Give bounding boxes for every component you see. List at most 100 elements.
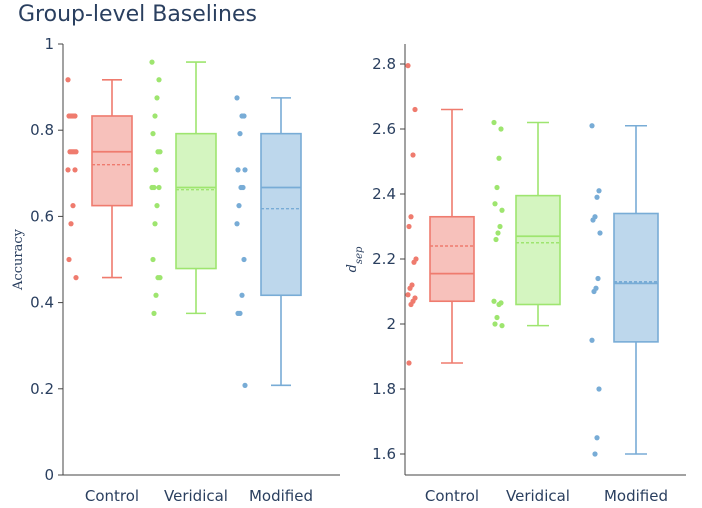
dsep-ytick-label: 1.6 — [372, 445, 396, 463]
accuracy-ytick-label: 0.6 — [30, 207, 54, 225]
accuracy-modified-point — [237, 131, 243, 137]
accuracy-veridical-point — [149, 184, 155, 191]
accuracy-control-point — [70, 203, 76, 209]
dsep-control-point — [408, 214, 414, 220]
dsep-control-point — [406, 360, 412, 366]
accuracy-axis-title: Accuracy — [11, 228, 26, 291]
accuracy-veridical-point — [150, 131, 156, 137]
dsep-modified-point — [589, 123, 595, 129]
accuracy-veridical-point — [153, 292, 159, 298]
dsep-veridical-point — [492, 201, 498, 207]
accuracy-ytick-label: 0.2 — [30, 380, 54, 398]
dsep-control-point — [408, 301, 414, 308]
dsep-veridical-point — [492, 321, 498, 327]
dsep-veridical-point — [499, 323, 505, 329]
dsep-veridical-point — [493, 236, 499, 243]
dsep-modified-point — [596, 386, 602, 392]
dsep-xtick-modified: Modified — [604, 487, 668, 505]
dsep-veridical-point — [495, 230, 501, 236]
accuracy-modified-point — [242, 382, 248, 388]
accuracy-modified-point — [235, 167, 241, 173]
accuracy-ytick-label: 1 — [44, 35, 54, 53]
dsep-modified-point — [590, 217, 596, 223]
dsep-veridical-box — [515, 194, 561, 306]
accuracy-veridical-point — [153, 167, 159, 173]
dsep-modified-point — [594, 435, 600, 441]
chart-title: Group-level Baselines — [18, 2, 257, 27]
dsep-veridical-point — [496, 301, 502, 308]
dsep-ytick-label: 2.6 — [372, 120, 396, 138]
dsep-ytick-label: 2 — [386, 315, 396, 333]
accuracy-control-point — [68, 221, 74, 227]
accuracy-control-point — [65, 77, 71, 83]
dsep-veridical-point — [494, 314, 500, 321]
accuracy-veridical-point — [156, 184, 162, 191]
dsep-control-point — [405, 63, 411, 69]
dsep-control-box — [429, 215, 475, 303]
accuracy-control-box — [91, 115, 133, 207]
accuracy-veridical-point — [155, 275, 161, 281]
accuracy-modified-point — [242, 167, 248, 173]
accuracy-veridical-point — [154, 203, 160, 209]
accuracy-modified-point — [239, 292, 245, 298]
dsep-modified-point — [597, 230, 603, 236]
dsep-veridical-point — [497, 223, 503, 230]
accuracy-veridical-point — [156, 77, 162, 83]
accuracy-modified-point — [241, 256, 247, 263]
accuracy-modified-point — [236, 203, 242, 209]
dsep-veridical-point — [498, 126, 504, 132]
accuracy-modified-box — [260, 132, 302, 297]
accuracy-control-point — [65, 167, 71, 173]
dsep-ytick-label: 2.4 — [372, 185, 396, 203]
dsep-veridical-point — [499, 207, 505, 213]
accuracy-veridical-point — [151, 310, 157, 316]
accuracy-modified-point — [238, 184, 244, 191]
accuracy-control-point — [66, 256, 72, 263]
dsep-control-point — [405, 292, 411, 298]
accuracy-control-point — [72, 167, 78, 173]
dsep-control-point — [407, 285, 413, 291]
accuracy-veridical-point — [152, 221, 158, 227]
dsep-control-point — [406, 223, 412, 230]
dsep-ytick-label: 2.8 — [372, 55, 396, 73]
dsep-veridical-point — [491, 119, 497, 126]
accuracy-veridical-point — [150, 256, 156, 263]
accuracy-modified-point — [235, 310, 241, 316]
dsep-ytick-label: 2.2 — [372, 250, 396, 268]
dsep-modified-point — [596, 188, 602, 194]
dsep-veridical-point — [494, 184, 500, 191]
accuracy-xtick-control: Control — [85, 487, 139, 505]
accuracy-ytick-label: 0 — [44, 466, 54, 484]
dsep-control-point — [411, 259, 417, 265]
accuracy-modified-point — [234, 95, 240, 101]
accuracy-control-point — [67, 149, 73, 155]
accuracy-control-point — [66, 113, 72, 119]
accuracy-veridical-point — [152, 113, 158, 119]
dsep-veridical-point — [491, 298, 497, 304]
dsep-modified-point — [589, 337, 595, 343]
dsep-modified-box — [613, 212, 659, 343]
dsep-veridical-point — [496, 155, 502, 161]
accuracy-ytick-label: 0.4 — [30, 294, 54, 312]
dsep-modified-point — [591, 288, 597, 295]
accuracy-xtick-modified: Modified — [249, 487, 313, 505]
dsep-xtick-control: Control — [425, 487, 479, 505]
accuracy-veridical-point — [154, 95, 160, 101]
dsep-axis-title: dsep — [345, 246, 365, 272]
accuracy-modified-point — [239, 113, 245, 119]
dsep-modified-point — [594, 194, 600, 200]
dsep-modified-point — [595, 275, 601, 282]
accuracy-veridical-point — [149, 59, 155, 65]
accuracy-xtick-veridical: Veridical — [164, 487, 228, 505]
dsep-control-point — [412, 106, 418, 113]
dsep-control-point — [410, 152, 416, 158]
accuracy-modified-point — [234, 221, 240, 227]
accuracy-control-point — [73, 275, 79, 281]
accuracy-veridical-box — [175, 132, 217, 270]
accuracy-veridical-point — [155, 149, 161, 155]
dsep-ytick-label: 1.8 — [372, 380, 396, 398]
dsep-xtick-veridical: Veridical — [506, 487, 570, 505]
accuracy-ytick-label: 0.8 — [30, 121, 54, 139]
dsep-modified-point — [592, 451, 598, 457]
